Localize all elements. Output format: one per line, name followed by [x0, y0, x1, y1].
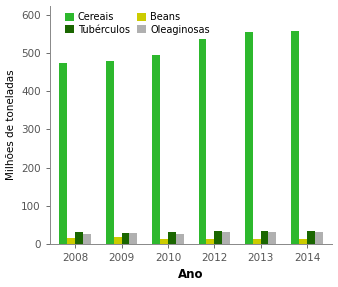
Bar — [207, 239, 214, 244]
Bar — [268, 232, 276, 244]
Bar — [59, 63, 67, 244]
X-axis label: Ano: Ano — [178, 268, 204, 282]
Bar — [261, 231, 268, 244]
Bar — [67, 238, 75, 244]
Bar — [122, 233, 129, 244]
Y-axis label: Milhões de toneladas: Milhões de toneladas — [5, 69, 16, 180]
Bar — [129, 233, 137, 244]
Bar — [214, 231, 222, 244]
Bar — [198, 39, 207, 244]
Bar — [75, 232, 83, 244]
Bar — [299, 239, 307, 244]
Bar — [253, 239, 261, 244]
Bar — [307, 231, 315, 244]
Bar — [245, 32, 253, 244]
Bar — [83, 234, 91, 244]
Legend: Cereais, Tubérculos, Beans, Oleaginosas: Cereais, Tubérculos, Beans, Oleaginosas — [63, 10, 212, 37]
Bar — [106, 61, 114, 244]
Bar — [168, 232, 176, 244]
Bar — [315, 232, 323, 244]
Bar — [152, 55, 160, 244]
Bar — [176, 234, 184, 244]
Bar — [160, 238, 168, 244]
Bar — [114, 237, 122, 244]
Bar — [291, 32, 299, 244]
Bar — [222, 232, 230, 244]
